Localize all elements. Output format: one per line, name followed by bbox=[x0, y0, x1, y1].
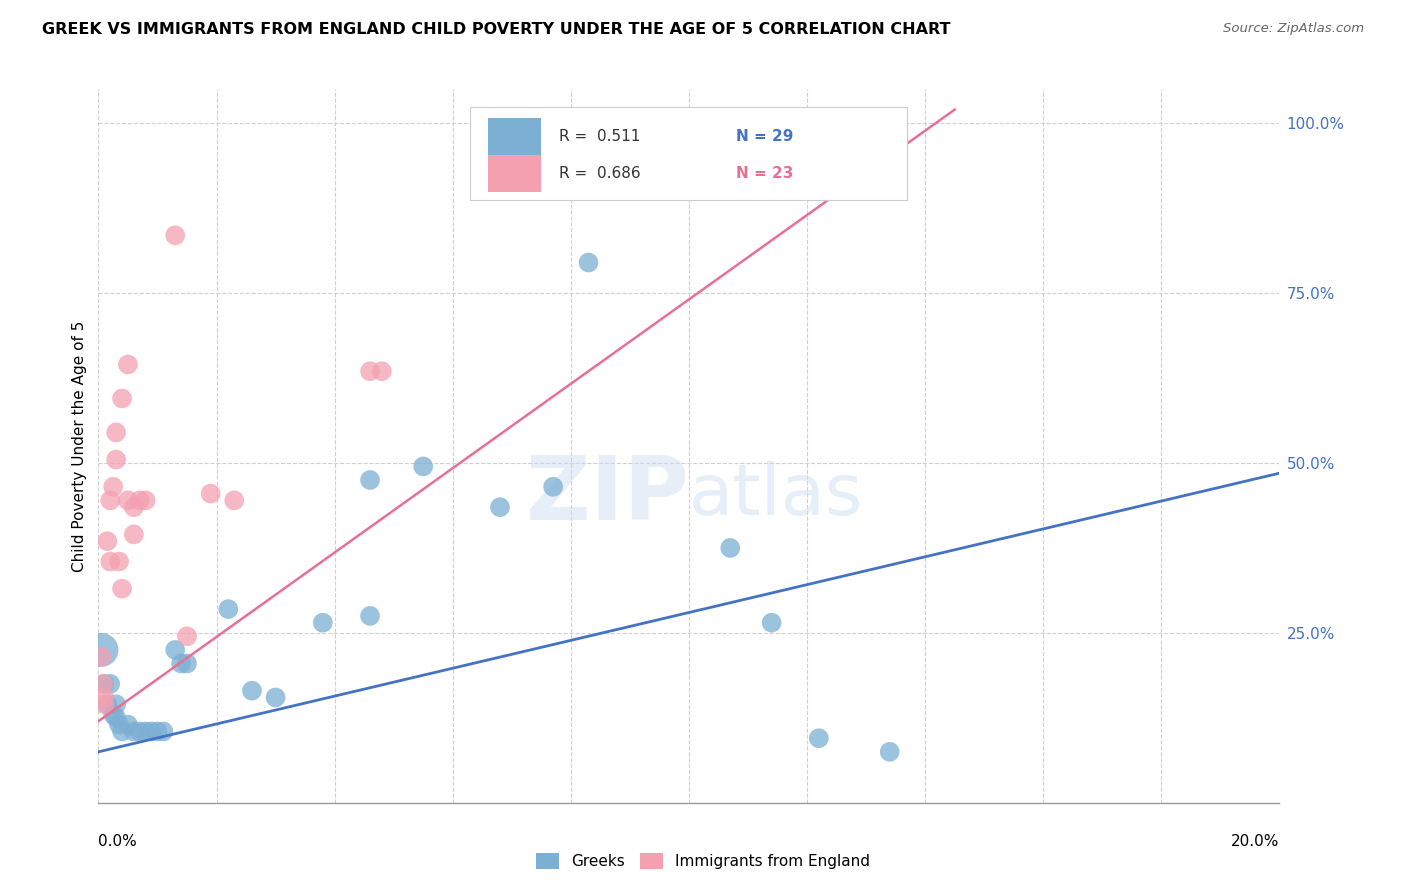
Point bbox=[98, 555, 121, 569]
Point bbox=[122, 500, 145, 515]
Text: GREEK VS IMMIGRANTS FROM ENGLAND CHILD POVERTY UNDER THE AGE OF 5 CORRELATION CH: GREEK VS IMMIGRANTS FROM ENGLAND CHILD P… bbox=[42, 22, 950, 37]
Point bbox=[93, 690, 115, 705]
Point bbox=[111, 582, 134, 596]
Point bbox=[108, 555, 131, 569]
Text: atlas: atlas bbox=[689, 461, 863, 531]
Point bbox=[105, 698, 128, 712]
Point bbox=[122, 527, 145, 541]
Point bbox=[98, 677, 121, 691]
Point bbox=[165, 228, 187, 243]
Legend: Greeks, Immigrants from England: Greeks, Immigrants from England bbox=[530, 847, 876, 875]
Point bbox=[200, 486, 222, 500]
Point bbox=[128, 724, 150, 739]
Point bbox=[135, 724, 157, 739]
Point bbox=[103, 707, 125, 722]
Text: N = 29: N = 29 bbox=[737, 129, 793, 145]
Point bbox=[807, 731, 830, 746]
Point bbox=[105, 452, 128, 467]
Point bbox=[489, 500, 512, 515]
Point bbox=[117, 493, 139, 508]
Point bbox=[176, 629, 198, 643]
Point bbox=[96, 534, 118, 549]
Point bbox=[718, 541, 741, 555]
Text: 0.0%: 0.0% bbox=[98, 834, 138, 849]
FancyBboxPatch shape bbox=[488, 155, 541, 193]
Point bbox=[371, 364, 394, 378]
FancyBboxPatch shape bbox=[488, 118, 541, 155]
Point bbox=[103, 480, 125, 494]
Point bbox=[117, 717, 139, 731]
Text: N = 23: N = 23 bbox=[737, 166, 793, 181]
Point bbox=[761, 615, 783, 630]
Point bbox=[359, 473, 381, 487]
Point bbox=[93, 677, 115, 691]
Point bbox=[111, 392, 134, 406]
Point bbox=[224, 493, 246, 508]
Text: Source: ZipAtlas.com: Source: ZipAtlas.com bbox=[1223, 22, 1364, 36]
Point bbox=[146, 724, 169, 739]
Point bbox=[135, 493, 157, 508]
Text: R =  0.511: R = 0.511 bbox=[560, 129, 640, 145]
Point bbox=[105, 711, 128, 725]
Point bbox=[117, 358, 139, 372]
Point bbox=[90, 643, 112, 657]
Point bbox=[122, 724, 145, 739]
Point bbox=[96, 698, 118, 712]
Point bbox=[90, 649, 112, 664]
Point bbox=[359, 364, 381, 378]
Point bbox=[170, 657, 193, 671]
Point bbox=[91, 677, 114, 691]
Point bbox=[108, 717, 131, 731]
Point bbox=[240, 683, 263, 698]
Point bbox=[412, 459, 434, 474]
Point bbox=[176, 657, 198, 671]
Point bbox=[93, 698, 115, 712]
Point bbox=[359, 608, 381, 623]
Point bbox=[98, 493, 121, 508]
Point bbox=[312, 615, 335, 630]
Point bbox=[879, 745, 901, 759]
Point bbox=[217, 602, 239, 616]
Point bbox=[578, 255, 600, 269]
Point bbox=[152, 724, 174, 739]
Point bbox=[141, 724, 163, 739]
Point bbox=[165, 643, 187, 657]
FancyBboxPatch shape bbox=[471, 107, 907, 200]
Text: ZIP: ZIP bbox=[526, 452, 689, 540]
Point bbox=[105, 425, 128, 440]
Point bbox=[128, 493, 150, 508]
Text: 20.0%: 20.0% bbox=[1232, 834, 1279, 849]
Text: R =  0.686: R = 0.686 bbox=[560, 166, 641, 181]
Point bbox=[541, 480, 564, 494]
Point bbox=[111, 724, 134, 739]
Point bbox=[264, 690, 287, 705]
Y-axis label: Child Poverty Under the Age of 5: Child Poverty Under the Age of 5 bbox=[72, 320, 87, 572]
